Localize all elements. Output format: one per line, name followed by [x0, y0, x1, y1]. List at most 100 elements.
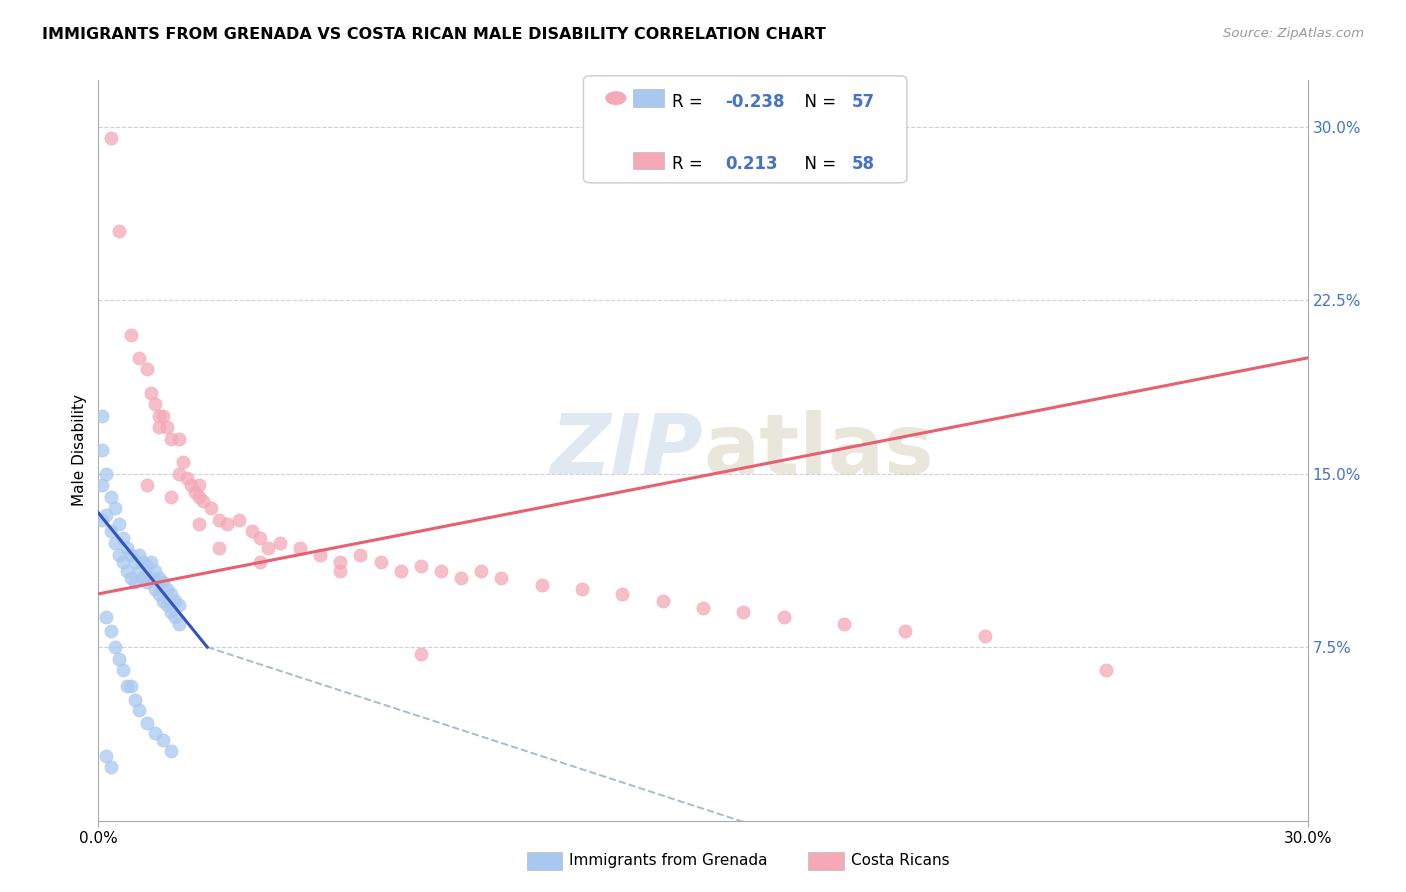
Point	[692, 600, 714, 615]
Point	[470, 564, 492, 578]
Point	[160, 490, 183, 504]
Point	[152, 732, 174, 747]
Point	[139, 385, 162, 400]
Point	[107, 224, 129, 238]
Point	[148, 409, 170, 423]
Point	[389, 564, 412, 578]
Point	[111, 554, 134, 569]
Point	[228, 513, 250, 527]
Point	[160, 432, 183, 446]
Point	[349, 548, 371, 562]
Point	[128, 351, 150, 365]
Point	[91, 443, 114, 458]
Point	[103, 501, 125, 516]
Point	[172, 455, 194, 469]
Point	[120, 571, 142, 585]
Point	[176, 471, 198, 485]
Point	[139, 554, 162, 569]
Point	[111, 532, 134, 546]
Point	[143, 397, 166, 411]
Point	[160, 587, 183, 601]
Point	[329, 564, 352, 578]
Text: 57: 57	[852, 93, 875, 111]
Point	[409, 559, 432, 574]
Point	[103, 640, 125, 654]
Point	[120, 548, 142, 562]
Text: IMMIGRANTS FROM GRENADA VS COSTA RICAN MALE DISABILITY CORRELATION CHART: IMMIGRANTS FROM GRENADA VS COSTA RICAN M…	[42, 27, 827, 42]
Point	[309, 548, 332, 562]
Point	[152, 594, 174, 608]
Point	[135, 478, 157, 492]
Point	[430, 564, 453, 578]
Point	[143, 725, 166, 739]
Point	[91, 409, 114, 423]
Point	[148, 587, 170, 601]
Point	[288, 541, 311, 555]
Point	[135, 559, 157, 574]
Point	[120, 680, 142, 694]
Point	[370, 554, 392, 569]
Y-axis label: Male Disability: Male Disability	[72, 394, 87, 507]
Point	[128, 564, 150, 578]
Point	[409, 647, 432, 661]
Point	[91, 513, 114, 527]
Point	[491, 571, 513, 585]
Point	[269, 536, 291, 550]
Point	[530, 577, 553, 591]
Text: Costa Ricans: Costa Ricans	[851, 854, 949, 868]
Point	[167, 432, 190, 446]
Point	[329, 554, 352, 569]
Point	[733, 606, 755, 620]
Point	[128, 703, 150, 717]
Point	[124, 693, 146, 707]
Text: ZIP: ZIP	[550, 410, 703, 491]
Point	[103, 536, 125, 550]
Text: R =: R =	[672, 93, 709, 111]
Point	[167, 467, 190, 481]
Point	[143, 582, 166, 597]
Point	[1095, 663, 1118, 677]
Point	[188, 517, 211, 532]
Point	[208, 541, 231, 555]
Point	[450, 571, 472, 585]
Point	[100, 524, 122, 539]
Point	[124, 575, 146, 590]
Point	[115, 680, 138, 694]
Point	[148, 420, 170, 434]
Point	[651, 594, 673, 608]
Point	[160, 606, 183, 620]
Point	[832, 617, 855, 632]
Text: -0.238: -0.238	[725, 93, 785, 111]
Point	[156, 599, 179, 613]
Point	[188, 490, 211, 504]
Point	[240, 524, 263, 539]
Point	[217, 517, 239, 532]
Text: R =: R =	[672, 155, 713, 173]
Point	[135, 362, 157, 376]
Point	[124, 554, 146, 569]
Point	[115, 564, 138, 578]
Point	[167, 599, 190, 613]
Point	[100, 760, 122, 774]
Point	[91, 478, 114, 492]
Text: N =: N =	[794, 93, 842, 111]
Point	[193, 494, 215, 508]
Point	[200, 501, 222, 516]
Point	[249, 554, 271, 569]
Point	[163, 610, 186, 624]
Point	[772, 610, 794, 624]
Point	[893, 624, 915, 638]
Point	[107, 548, 129, 562]
Text: atlas: atlas	[703, 410, 934, 491]
Point	[148, 571, 170, 585]
Point	[184, 485, 207, 500]
Point	[135, 716, 157, 731]
Point	[163, 594, 186, 608]
Point	[111, 663, 134, 677]
Text: 0.213: 0.213	[725, 155, 778, 173]
Point	[208, 513, 231, 527]
Point	[974, 628, 997, 642]
Point	[180, 478, 202, 492]
Point	[249, 532, 271, 546]
Point	[188, 478, 211, 492]
